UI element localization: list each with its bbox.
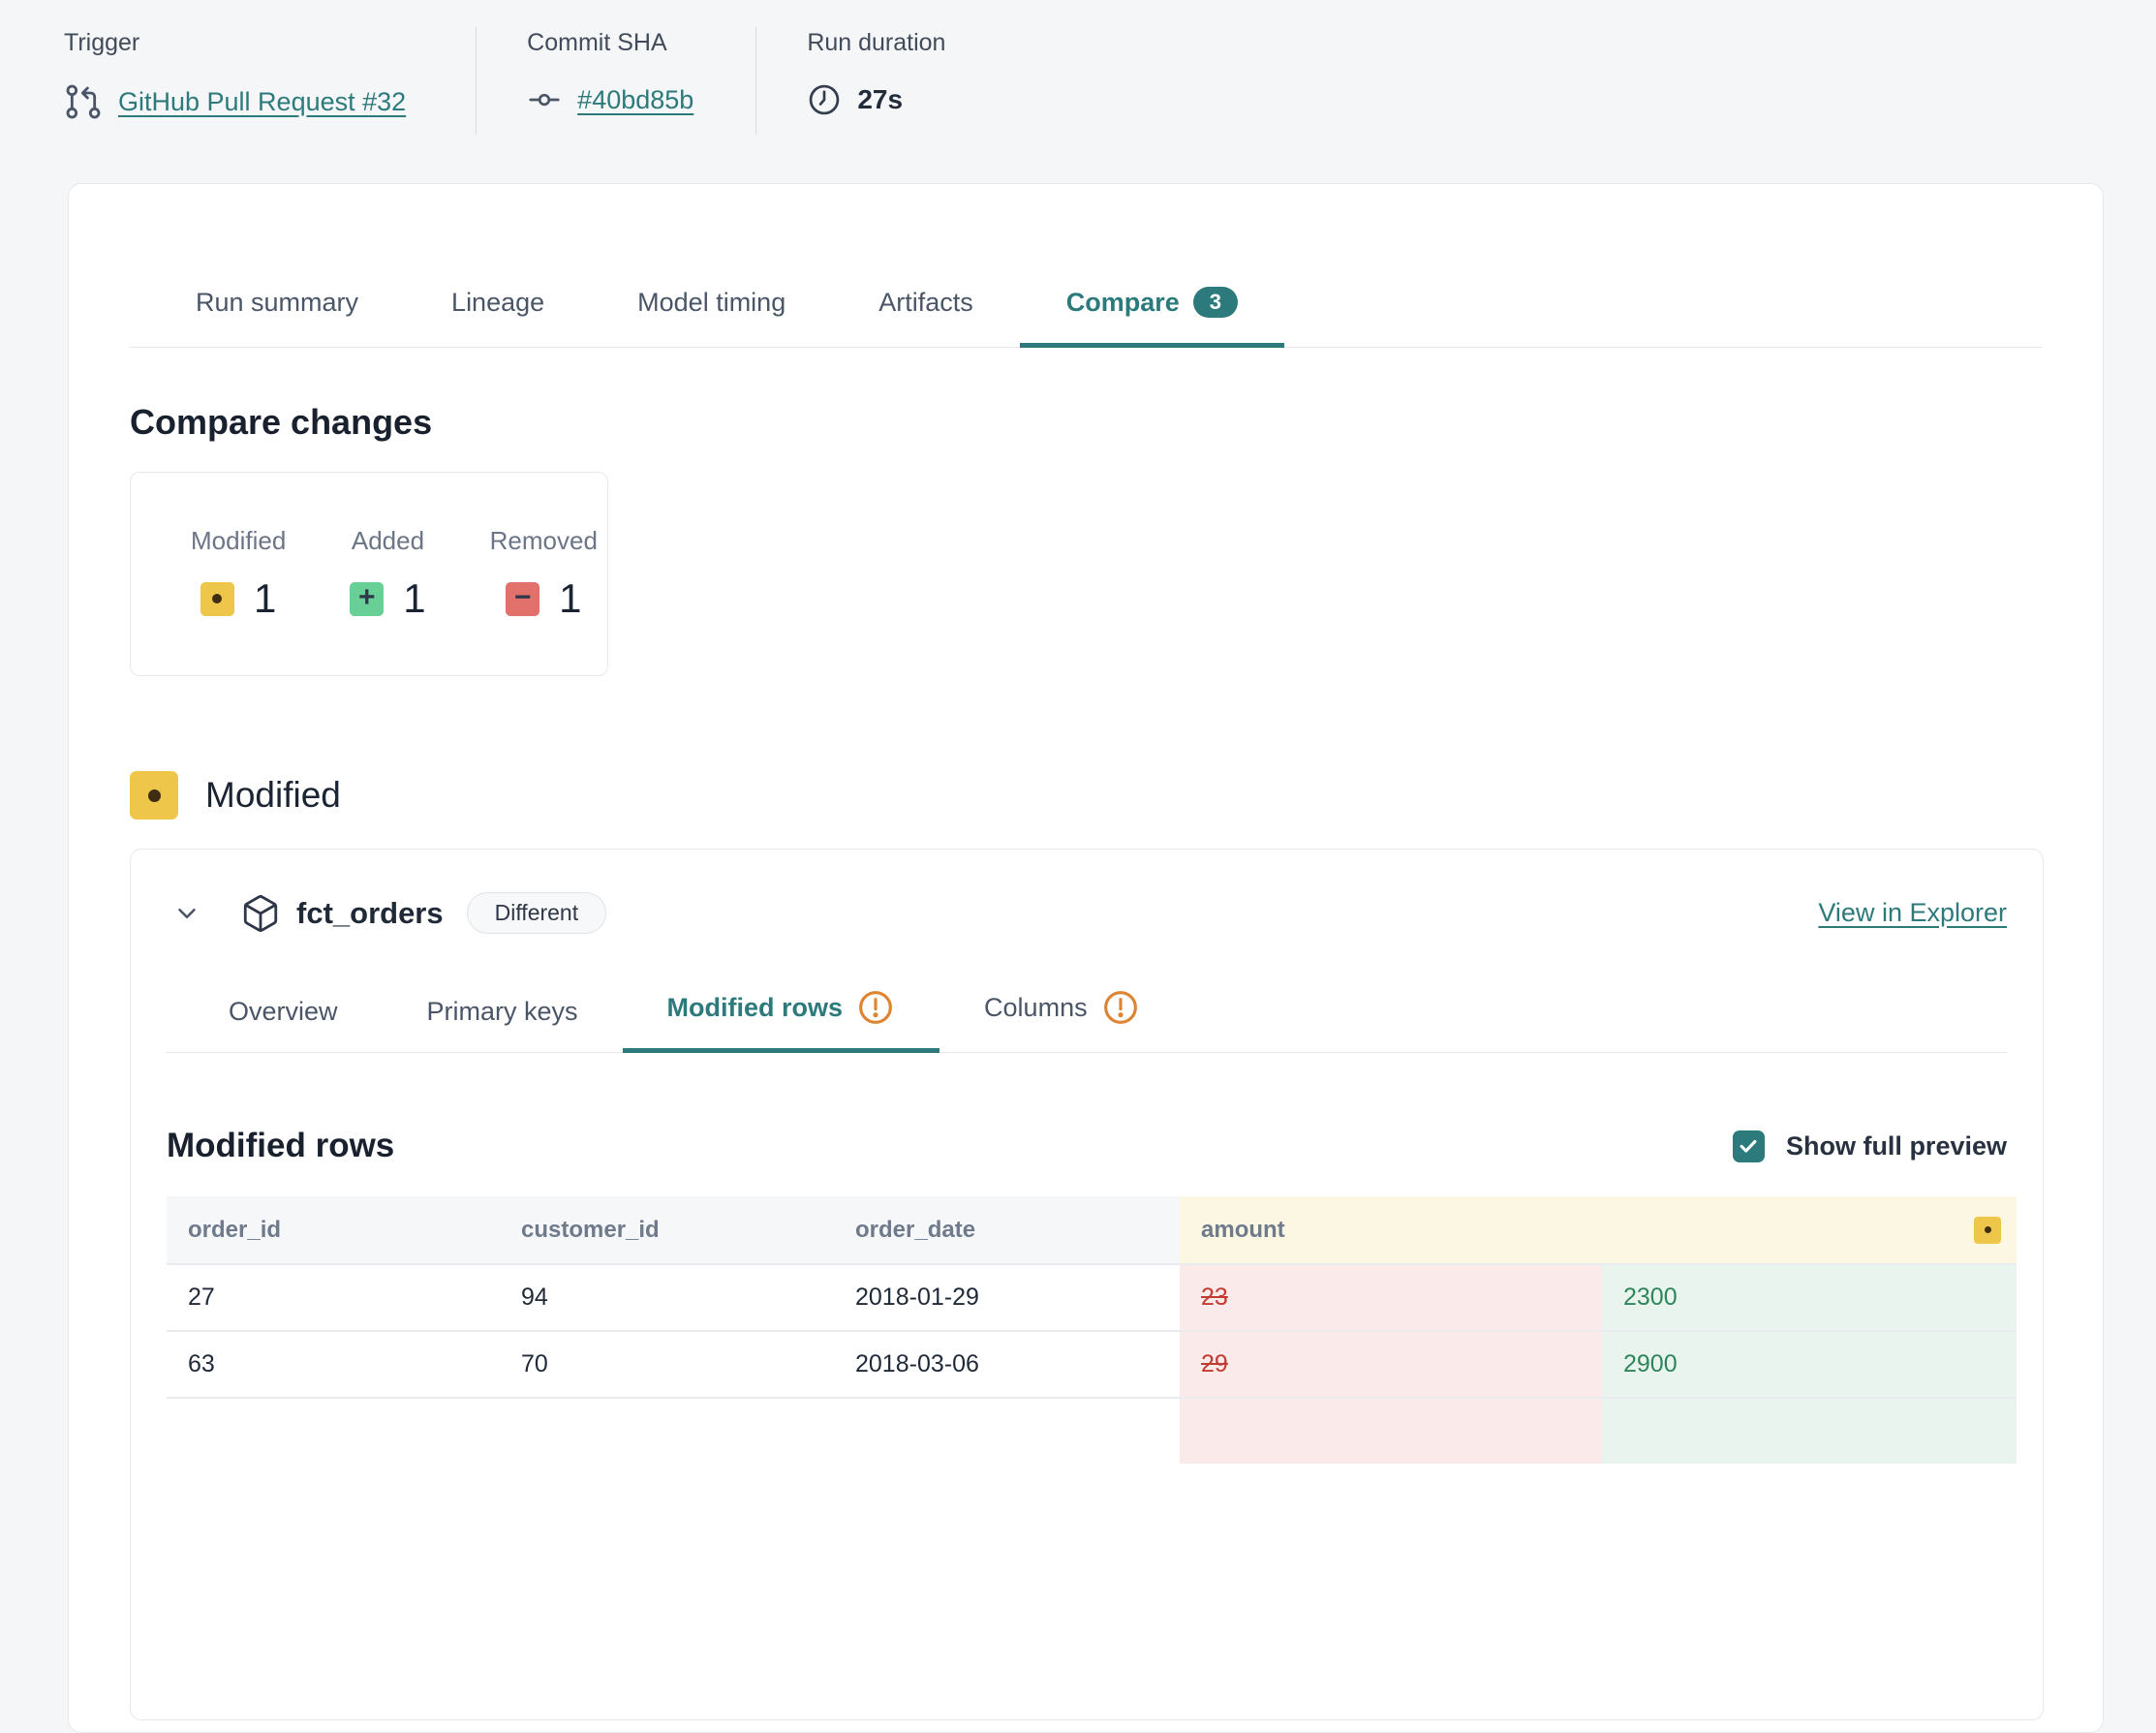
table-cell: 2018-01-29 <box>834 1263 1180 1330</box>
table-cell-old-value <box>1180 1397 1602 1464</box>
table-cell: 94 <box>500 1263 834 1330</box>
duration-label: Run duration <box>807 29 946 56</box>
table-cell <box>167 1397 500 1464</box>
change-summary-card: Modified 1 Added + 1 Removed − 1 <box>130 472 608 676</box>
added-count: 1 <box>403 575 426 621</box>
warning-circle-icon <box>856 988 895 1027</box>
tab-run-summary[interactable]: Run summary <box>196 288 359 317</box>
model-tabs: Overview Primary keys Modified rows Colu… <box>167 988 2007 1053</box>
tab-artifacts[interactable]: Artifacts <box>878 288 973 317</box>
run-detail-card: Run summary Lineage Model timing Artifac… <box>68 183 2104 1733</box>
table-cell-old-value: 23 <box>1180 1263 1602 1330</box>
status-badge: Different <box>466 892 607 934</box>
modified-section-header: Modified <box>130 771 2042 820</box>
table-cell <box>500 1397 834 1464</box>
clock-icon <box>807 82 842 117</box>
modified-rows-header: Modified rows Show full preview <box>167 1127 2007 1165</box>
table-cell: 63 <box>167 1330 500 1397</box>
cube-icon <box>240 893 281 934</box>
trigger-link[interactable]: GitHub Pull Request #32 <box>118 86 407 116</box>
summary-modified-label: Modified <box>191 526 287 555</box>
run-meta-bar: Trigger GitHub Pull Request #32 Commit S… <box>0 0 2156 135</box>
removed-minus-icon: − <box>506 581 540 616</box>
trigger-label: Trigger <box>64 29 140 56</box>
summary-modified: Modified 1 <box>191 526 286 622</box>
warning-circle-icon <box>1101 988 1140 1027</box>
chevron-down-icon[interactable] <box>172 899 201 928</box>
compare-count-badge: 3 <box>1192 287 1239 318</box>
tab-columns[interactable]: Columns <box>939 988 1185 1052</box>
modified-dot-icon <box>1974 1216 2001 1244</box>
tab-model-timing[interactable]: Model timing <box>637 288 786 317</box>
summary-removed: Removed − 1 <box>490 526 598 622</box>
table-cell-old-value: 29 <box>1180 1330 1602 1397</box>
removed-count: 1 <box>559 575 582 621</box>
duration-value: 27s <box>857 84 904 114</box>
col-header-order-id: order_id <box>167 1196 500 1263</box>
tab-compare[interactable]: Compare 3 <box>1019 287 1285 348</box>
table-cell: 27 <box>167 1263 500 1330</box>
modified-rows-table: order_id customer_id order_date amount 2… <box>167 1196 2017 1464</box>
table-cell-new-value: 2900 <box>1602 1330 2017 1397</box>
modified-dot-icon <box>130 771 178 820</box>
show-full-preview-toggle[interactable]: Show full preview <box>1732 1130 2007 1162</box>
tab-overview[interactable]: Overview <box>229 997 338 1026</box>
summary-added-label: Added <box>351 526 425 555</box>
table-cell: 2018-03-06 <box>834 1330 1180 1397</box>
checkbox-checked-icon[interactable] <box>1732 1130 1765 1162</box>
modified-dot-icon <box>200 581 234 616</box>
table-cell <box>834 1397 1180 1464</box>
summary-removed-label: Removed <box>489 526 598 555</box>
tab-primary-keys[interactable]: Primary keys <box>426 997 578 1026</box>
model-name: fct_orders <box>296 895 444 930</box>
summary-added: Added + 1 <box>350 526 426 622</box>
trigger-block: Trigger GitHub Pull Request #32 <box>64 27 476 135</box>
duration-block: Run duration 27s <box>755 27 1007 135</box>
col-header-amount: amount <box>1180 1196 2017 1263</box>
tab-lineage[interactable]: Lineage <box>451 288 545 317</box>
modified-rows-title: Modified rows <box>167 1127 395 1164</box>
commit-label: Commit SHA <box>527 29 667 56</box>
git-pull-request-icon <box>64 82 103 121</box>
modified-section-title: Modified <box>205 775 341 815</box>
table-cell-new-value <box>1602 1397 2017 1464</box>
page-title: Compare changes <box>130 402 433 442</box>
commit-block: Commit SHA #40bd85b <box>476 27 755 135</box>
col-header-order-date: order_date <box>834 1196 1180 1263</box>
commit-sha-link[interactable]: #40bd85b <box>577 84 694 114</box>
table-cell-new-value: 2300 <box>1602 1263 2017 1330</box>
modified-count: 1 <box>253 575 277 621</box>
view-in-explorer-link[interactable]: View in Explorer <box>1818 898 2007 927</box>
run-tabs: Run summary Lineage Model timing Artifac… <box>130 184 2042 348</box>
show-full-preview-label: Show full preview <box>1785 1130 2007 1160</box>
git-commit-icon <box>527 82 562 117</box>
model-header-row: fct_orders Different View in Explorer <box>167 850 2007 934</box>
col-header-customer-id: customer_id <box>500 1196 834 1263</box>
added-plus-icon: + <box>350 581 385 616</box>
model-card-fct-orders: fct_orders Different View in Explorer Ov… <box>130 849 2044 1720</box>
tab-modified-rows[interactable]: Modified rows <box>622 988 940 1053</box>
table-cell: 70 <box>500 1330 834 1397</box>
